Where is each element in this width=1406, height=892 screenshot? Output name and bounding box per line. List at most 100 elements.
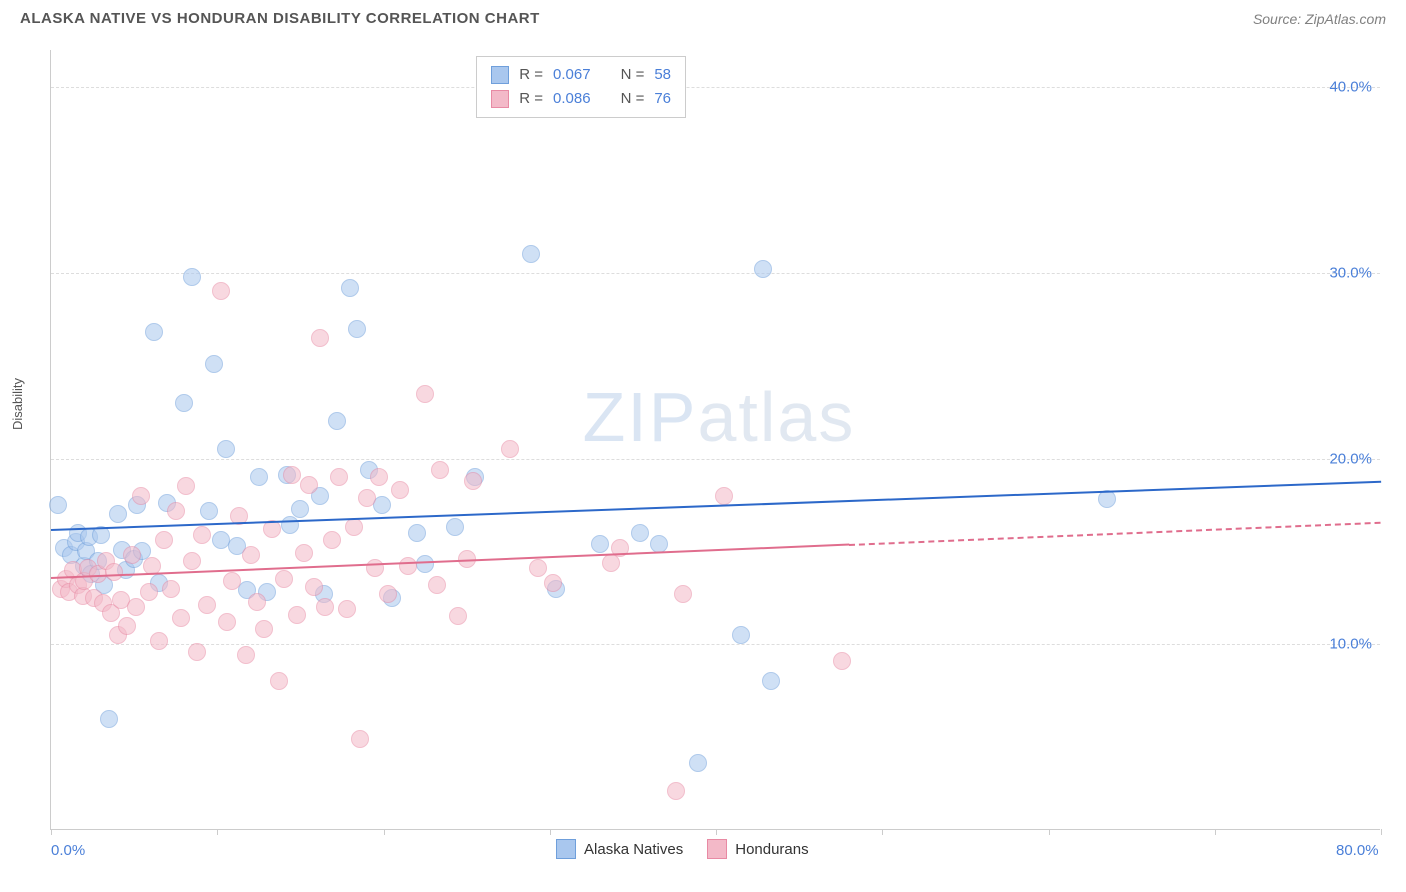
data-point bbox=[188, 643, 206, 661]
data-point bbox=[218, 613, 236, 631]
x-tick bbox=[51, 829, 52, 835]
data-point bbox=[145, 323, 163, 341]
data-point bbox=[358, 489, 376, 507]
data-point bbox=[391, 481, 409, 499]
trend-line-dashed bbox=[849, 522, 1381, 546]
data-point bbox=[754, 260, 772, 278]
series-swatch bbox=[491, 90, 509, 108]
data-point bbox=[49, 496, 67, 514]
data-point bbox=[399, 557, 417, 575]
data-point bbox=[328, 412, 346, 430]
data-point bbox=[177, 477, 195, 495]
data-point bbox=[348, 320, 366, 338]
data-point bbox=[288, 606, 306, 624]
n-label: N = bbox=[621, 87, 645, 111]
x-tick-label: 0.0% bbox=[51, 842, 85, 859]
data-point bbox=[833, 652, 851, 670]
data-point bbox=[200, 502, 218, 520]
y-tick-label: 10.0% bbox=[1329, 636, 1372, 653]
x-tick bbox=[1381, 829, 1382, 835]
y-tick-label: 30.0% bbox=[1329, 264, 1372, 281]
data-point bbox=[217, 440, 235, 458]
y-tick-label: 20.0% bbox=[1329, 450, 1372, 467]
data-point bbox=[242, 546, 260, 564]
data-point bbox=[140, 583, 158, 601]
data-point bbox=[127, 598, 145, 616]
n-value: 76 bbox=[654, 87, 671, 111]
data-point bbox=[162, 580, 180, 598]
data-point bbox=[283, 466, 301, 484]
data-point bbox=[311, 329, 329, 347]
data-point bbox=[183, 268, 201, 286]
data-point bbox=[544, 574, 562, 592]
data-point bbox=[223, 572, 241, 590]
data-point bbox=[250, 468, 268, 486]
data-point bbox=[316, 598, 334, 616]
data-point bbox=[501, 440, 519, 458]
n-label: N = bbox=[621, 63, 645, 87]
data-point bbox=[323, 531, 341, 549]
gridline bbox=[51, 273, 1380, 274]
data-point bbox=[237, 646, 255, 664]
x-tick bbox=[384, 829, 385, 835]
data-point bbox=[631, 524, 649, 542]
data-point bbox=[1098, 490, 1116, 508]
data-point bbox=[193, 526, 211, 544]
data-point bbox=[255, 620, 273, 638]
data-point bbox=[667, 782, 685, 800]
data-point bbox=[212, 531, 230, 549]
data-point bbox=[522, 245, 540, 263]
legend-item: Alaska Natives bbox=[556, 839, 683, 859]
data-point bbox=[150, 632, 168, 650]
data-point bbox=[198, 596, 216, 614]
data-point bbox=[305, 578, 323, 596]
x-tick bbox=[882, 829, 883, 835]
data-point bbox=[167, 502, 185, 520]
data-point bbox=[291, 500, 309, 518]
data-point bbox=[212, 282, 230, 300]
data-point bbox=[105, 563, 123, 581]
legend-swatch bbox=[707, 839, 727, 859]
data-point bbox=[330, 468, 348, 486]
x-tick bbox=[716, 829, 717, 835]
data-point bbox=[275, 570, 293, 588]
data-point bbox=[132, 487, 150, 505]
data-point bbox=[379, 585, 397, 603]
r-value: 0.067 bbox=[553, 63, 591, 87]
data-point bbox=[295, 544, 313, 562]
data-point bbox=[123, 546, 141, 564]
data-point bbox=[431, 461, 449, 479]
data-point bbox=[428, 576, 446, 594]
x-tick bbox=[550, 829, 551, 835]
y-tick-label: 40.0% bbox=[1329, 79, 1372, 96]
data-point bbox=[338, 600, 356, 618]
data-point bbox=[300, 476, 318, 494]
x-tick-label: 80.0% bbox=[1336, 842, 1379, 859]
data-point bbox=[689, 754, 707, 772]
data-point bbox=[416, 385, 434, 403]
data-point bbox=[351, 730, 369, 748]
y-axis-label: Disability bbox=[10, 378, 25, 430]
data-point bbox=[183, 552, 201, 570]
series-legend: Alaska NativesHondurans bbox=[556, 839, 809, 859]
x-tick bbox=[217, 829, 218, 835]
data-point bbox=[416, 555, 434, 573]
data-point bbox=[529, 559, 547, 577]
x-tick bbox=[1049, 829, 1050, 835]
data-point bbox=[464, 472, 482, 490]
data-point bbox=[408, 524, 426, 542]
trend-line bbox=[51, 544, 849, 579]
data-point bbox=[674, 585, 692, 603]
gridline bbox=[51, 459, 1380, 460]
data-point bbox=[370, 468, 388, 486]
legend-swatch bbox=[556, 839, 576, 859]
stats-row: R =0.067N =58 bbox=[491, 63, 671, 87]
stats-legend: R =0.067N =58R =0.086N =76 bbox=[476, 56, 686, 118]
chart-title: ALASKA NATIVE VS HONDURAN DISABILITY COR… bbox=[20, 10, 540, 27]
source-label: Source: ZipAtlas.com bbox=[1253, 11, 1386, 27]
data-point bbox=[109, 505, 127, 523]
stats-row: R =0.086N =76 bbox=[491, 87, 671, 111]
data-point bbox=[715, 487, 733, 505]
data-point bbox=[270, 672, 288, 690]
legend-label: Alaska Natives bbox=[584, 841, 683, 858]
